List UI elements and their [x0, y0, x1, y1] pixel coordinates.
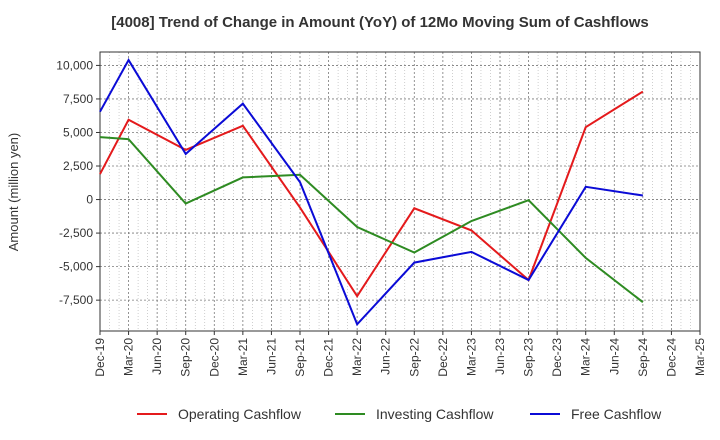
x-tick-label: Dec-23 [550, 338, 564, 377]
x-axis: Dec-19 Mar-20 Jun-20 Sep-20 Dec-20 Mar-21 Jun-… [93, 331, 707, 377]
x-tick-label: Mar-25 [693, 338, 707, 376]
x-tick-label: Mar-21 [236, 338, 250, 376]
y-axis: 10,000 7,500 5,000 2,500 0 -2,500 -5,000 -7,500 [56, 58, 100, 307]
x-tick-label: Dec-20 [207, 338, 221, 377]
y-axis-title: Amount (million yen) [6, 133, 21, 252]
series-line-investing-cashflow [99, 136, 644, 303]
x-tick-label: Dec-21 [322, 338, 336, 377]
legend: Operating Cashflow Investing Cashflow Free… [137, 406, 662, 422]
x-tick-label: Dec-19 [93, 338, 107, 377]
legend-label-investing-cashflow: Investing Cashflow [376, 406, 494, 422]
legend-label-operating-cashflow: Operating Cashflow [178, 406, 302, 422]
x-tick-label: Jun-24 [607, 338, 621, 375]
x-tick-label: Sep-23 [522, 338, 536, 377]
y-tick-label: -2,500 [59, 226, 93, 240]
series-layer [99, 58, 644, 327]
gridlines [100, 52, 700, 331]
x-tick-label: Mar-23 [464, 338, 478, 376]
y-tick-label: -5,000 [59, 260, 93, 274]
x-tick-label: Dec-24 [664, 338, 678, 377]
x-tick-label: Sep-24 [636, 338, 650, 377]
x-tick-label: Jun-20 [150, 338, 164, 375]
y-tick-label: 5,000 [63, 125, 93, 139]
x-tick-label: Sep-20 [179, 338, 193, 377]
plot-area-frame [99, 51, 701, 332]
y-tick-label: 7,500 [63, 92, 93, 106]
chart-title: [4008] Trend of Change in Amount (YoY) o… [111, 14, 649, 31]
x-tick-label: Mar-22 [350, 338, 364, 376]
x-tick-label: Jun-23 [493, 338, 507, 375]
x-tick-label: Dec-22 [436, 338, 450, 377]
x-tick-label: Sep-22 [407, 338, 421, 377]
x-tick-label: Mar-20 [122, 338, 136, 376]
y-tick-label: 2,500 [63, 159, 93, 173]
y-tick-label: 10,000 [56, 58, 93, 72]
y-tick-label: 0 [86, 193, 93, 207]
x-tick-label: Sep-21 [293, 338, 307, 377]
legend-label-free-cashflow: Free Cashflow [571, 406, 662, 422]
x-tick-label: Mar-24 [579, 338, 593, 376]
series-line-operating-cashflow [99, 90, 644, 298]
x-tick-label: Jun-22 [379, 338, 393, 375]
y-tick-label: -7,500 [59, 293, 93, 307]
x-tick-label: Jun-21 [264, 338, 278, 375]
